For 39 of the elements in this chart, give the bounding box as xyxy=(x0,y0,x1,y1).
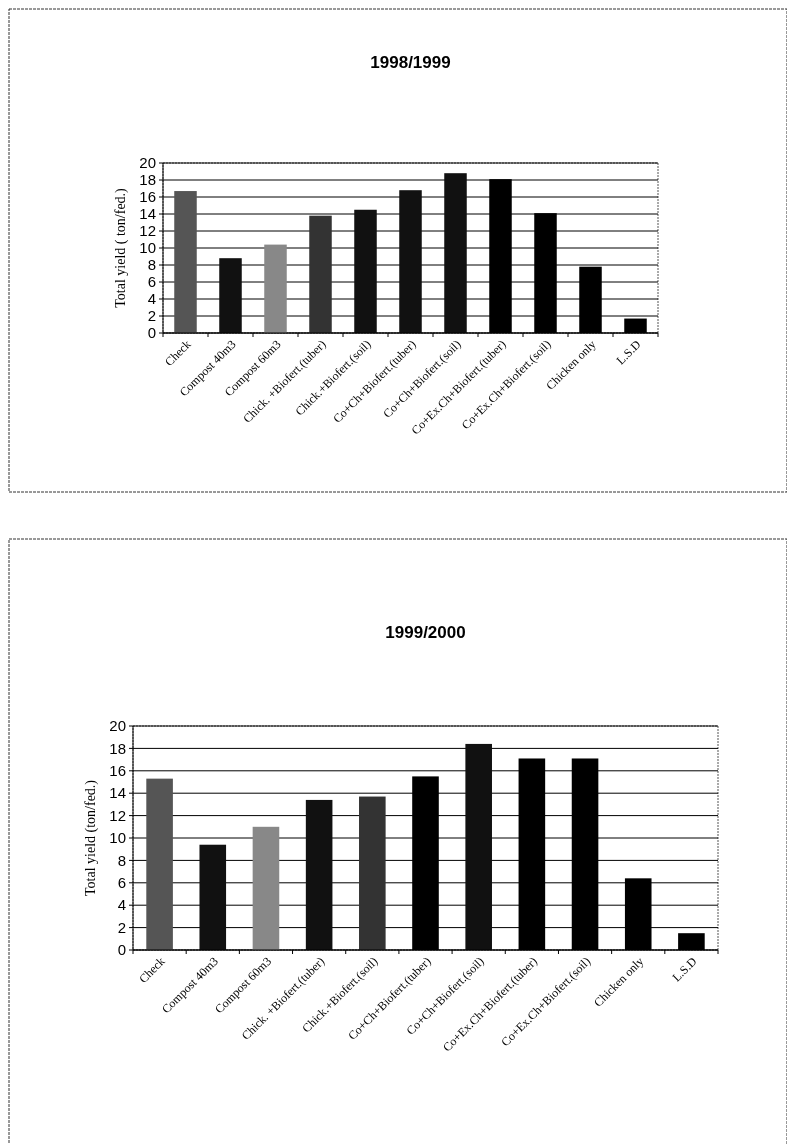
y-tick-label: 18 xyxy=(139,171,156,189)
y-tick-label: 6 xyxy=(147,273,156,291)
bar xyxy=(199,844,227,950)
y-tick-label: 20 xyxy=(139,154,156,172)
y-tick-label: 8 xyxy=(147,256,156,274)
chart-title: 1999/2000 xyxy=(385,623,466,642)
y-tick-label: 0 xyxy=(117,941,126,959)
chart-title: 1998/1999 xyxy=(370,53,451,72)
bar xyxy=(359,796,386,950)
bar xyxy=(444,173,467,333)
bar xyxy=(219,258,242,333)
y-tick-label: 8 xyxy=(117,851,126,869)
y-tick-label: 12 xyxy=(109,806,126,824)
y-tick-label: 12 xyxy=(139,222,156,240)
bar xyxy=(399,190,422,333)
y-tick-label: 18 xyxy=(109,739,126,757)
bar xyxy=(252,826,280,950)
y-tick-label: 10 xyxy=(109,829,126,847)
y-tick-label: 4 xyxy=(147,290,156,308)
y-axis-title: Total yield ( ton/fed.) xyxy=(113,187,129,308)
y-tick-label: 2 xyxy=(147,307,156,325)
bar xyxy=(264,244,287,333)
y-tick-label: 4 xyxy=(117,896,126,914)
y-tick-label: 6 xyxy=(117,874,126,892)
y-tick-label: 20 xyxy=(109,717,126,735)
bar xyxy=(305,799,333,950)
y-axis-title: Total yield (ton/fed.) xyxy=(83,779,99,897)
bar xyxy=(146,778,173,950)
y-tick-label: 0 xyxy=(147,324,156,342)
y-tick-label: 16 xyxy=(109,762,126,780)
bar xyxy=(354,209,377,333)
y-tick-label: 16 xyxy=(139,188,156,206)
y-tick-label: 14 xyxy=(139,205,156,223)
y-tick-label: 10 xyxy=(139,239,156,257)
bar xyxy=(174,191,197,333)
bar xyxy=(309,215,332,333)
y-tick-label: 14 xyxy=(109,784,126,802)
bar xyxy=(465,743,492,950)
y-tick-label: 2 xyxy=(117,918,126,936)
